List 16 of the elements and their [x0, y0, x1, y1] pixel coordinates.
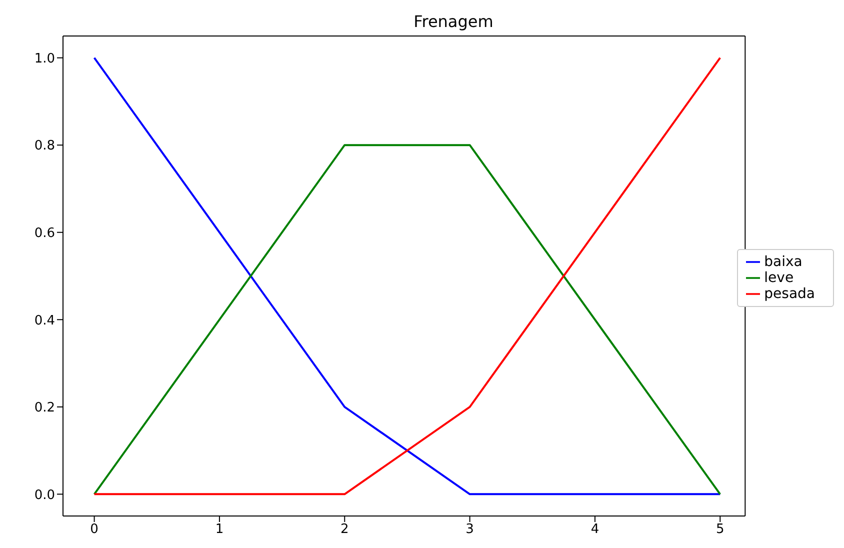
x-tick-label: 1 [215, 522, 224, 538]
y-tick-label: 1.0 [34, 51, 55, 66]
x-tick-label: 2 [340, 522, 349, 538]
x-tick-label: 3 [466, 522, 474, 538]
legend-label: baixa [764, 254, 802, 270]
x-tick-label: 5 [716, 522, 724, 538]
x-tick-label: 0 [90, 522, 98, 538]
y-tick-label: 0.8 [34, 138, 55, 154]
x-tick-label: 4 [590, 522, 600, 538]
chart-title: Frenagem [412, 12, 494, 31]
y-tick-label: 0.0 [34, 488, 55, 503]
y-tick-label: 0.6 [34, 226, 55, 241]
y-tick-label: 0.4 [34, 313, 55, 328]
legend-label: leve [764, 270, 794, 286]
y-tick-label: 0.2 [34, 400, 55, 416]
legend-label: pesada [764, 286, 815, 302]
